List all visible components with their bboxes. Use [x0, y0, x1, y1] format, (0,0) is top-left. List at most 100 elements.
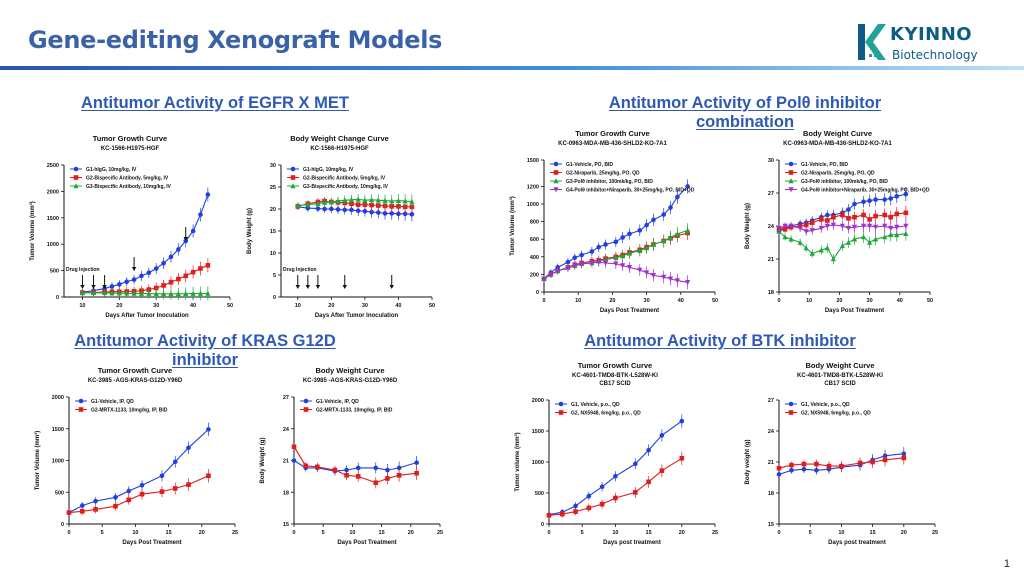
section-title-kras: Antitumor Activity of KRAS G12D inhibitor	[74, 332, 336, 369]
data-point	[776, 225, 782, 231]
series-line	[68, 428, 209, 514]
x-axis-label: Days Post Treatment	[337, 540, 396, 546]
y-tick-label: 600	[530, 237, 539, 243]
y-tick-label: 1000	[527, 202, 539, 208]
data-point	[175, 291, 181, 297]
legend-label: G1-hIgG, 10mg/kg, IV	[86, 167, 137, 173]
y-axis-label: Body weight (g)	[745, 440, 751, 485]
data-point	[596, 244, 602, 250]
chart-subtitle: KC-4601-TMD8-BTK-L528W-KI	[572, 373, 658, 379]
legend-label: G1-Vehicle, IP, QD	[316, 399, 359, 405]
chart-subtitle: KC-0963-MDA-MB-436-SHLD2-KO-7A1	[558, 141, 667, 147]
x-tick-label: 40	[897, 298, 903, 304]
series-line	[82, 194, 209, 293]
data-point	[797, 225, 803, 231]
data-point	[369, 209, 374, 215]
y-tick-label: 18	[768, 290, 774, 296]
x-tick-label: 0	[547, 530, 550, 536]
x-tick-label: 25	[437, 530, 443, 536]
y-tick-label: 15	[768, 522, 774, 528]
data-point	[168, 291, 174, 297]
chart-title: Body Weight Change Curve	[290, 134, 389, 143]
y-tick-label: 1500	[527, 158, 539, 164]
x-tick-label: 20	[408, 530, 414, 536]
data-point	[139, 482, 145, 488]
data-point	[613, 495, 618, 501]
data-point	[328, 199, 334, 205]
y-tick-label: 800	[530, 220, 539, 226]
x-axis-label: Days After Tumor Inoculation	[315, 313, 399, 319]
chart-btk-tumor-growth: Tumor Growth Curve KC-4601-TMD8-BTK-L528W…	[514, 361, 718, 546]
series-line	[548, 420, 683, 516]
data-point	[389, 211, 395, 216]
data-point	[852, 201, 857, 207]
data-point	[782, 234, 788, 240]
data-point	[873, 213, 878, 219]
legend-marker	[73, 183, 79, 189]
injection-arrowhead	[342, 285, 347, 289]
section-title-btk: Antitumor Activity of BTK inhibitor	[584, 332, 856, 350]
data-point	[888, 225, 894, 231]
data-point	[375, 197, 381, 203]
x-tick-label: 50	[429, 303, 435, 309]
legend-marker	[303, 398, 309, 404]
legend-label: G2-Niraparib, 25mg/kg, PO, QD	[566, 171, 640, 177]
y-tick-label: 1200	[527, 184, 539, 190]
title-underline-bar	[0, 66, 1024, 70]
x-tick-label: 20	[679, 530, 685, 536]
legend-marker	[788, 401, 794, 407]
data-point	[66, 510, 72, 515]
legend-marker	[553, 161, 559, 167]
y-tick-label: 1000	[47, 242, 59, 248]
data-point	[79, 509, 85, 514]
page-number: 1	[1003, 558, 1010, 570]
y-tick-label: 0	[541, 522, 544, 528]
data-point	[409, 211, 415, 217]
series-3	[295, 194, 415, 209]
data-point	[839, 463, 844, 469]
data-point	[546, 513, 552, 518]
y-tick-label: 10	[270, 251, 276, 257]
chart-subtitle: KC-1566-H1975-HGF	[101, 146, 160, 152]
chart-subtitle: KC-0963-MDA-MB-436-SHLD2-KO-7A1	[783, 141, 892, 147]
series-4	[541, 257, 691, 290]
data-point	[661, 238, 667, 244]
data-point	[402, 198, 408, 204]
x-tick-label: 50	[712, 298, 718, 304]
y-tick-label: 27	[283, 395, 289, 401]
x-tick-label: 15	[646, 530, 652, 536]
data-point	[342, 197, 348, 203]
data-point	[613, 473, 618, 479]
data-point	[186, 445, 191, 451]
data-point	[788, 223, 794, 229]
data-point	[146, 270, 152, 276]
data-point	[627, 231, 632, 237]
data-point	[825, 212, 830, 218]
data-point	[860, 234, 867, 240]
section-title-pol: Antitumor Activity of Polθ inhibitor comb…	[608, 94, 882, 131]
injection-arrowhead	[102, 285, 107, 289]
data-point	[861, 199, 866, 205]
chart-pol-tumor-growth: Tumor Growth Curve KC-0963-MDA-MB-436-SHL…	[509, 129, 718, 314]
x-tick-label: 50	[927, 298, 933, 304]
legend-marker	[788, 187, 794, 193]
legend-label: G4-Polθ inhibitor+Niraparib, 30+25mg/kg,…	[801, 188, 930, 194]
x-tick-label: 20	[199, 530, 205, 536]
series-3	[776, 226, 909, 264]
y-tick-label: 2000	[532, 398, 544, 404]
legend-label: G2-MRTX-1133, 10mg/kg, IP, BID	[91, 408, 168, 414]
data-point	[124, 290, 130, 296]
x-tick-label: 0	[542, 298, 545, 304]
data-point	[894, 194, 900, 199]
legend-marker	[553, 170, 559, 175]
data-point	[362, 197, 368, 203]
series-line	[293, 446, 417, 484]
x-tick-label: 40	[190, 303, 196, 309]
x-tick-label: 40	[678, 298, 684, 304]
data-point	[644, 245, 650, 251]
data-point	[873, 236, 879, 242]
drug-injection-annotation: Drug Injection	[66, 227, 188, 289]
data-point	[809, 250, 815, 256]
y-axis-label: Body Weight (g)	[260, 438, 266, 484]
series-line	[82, 264, 209, 294]
